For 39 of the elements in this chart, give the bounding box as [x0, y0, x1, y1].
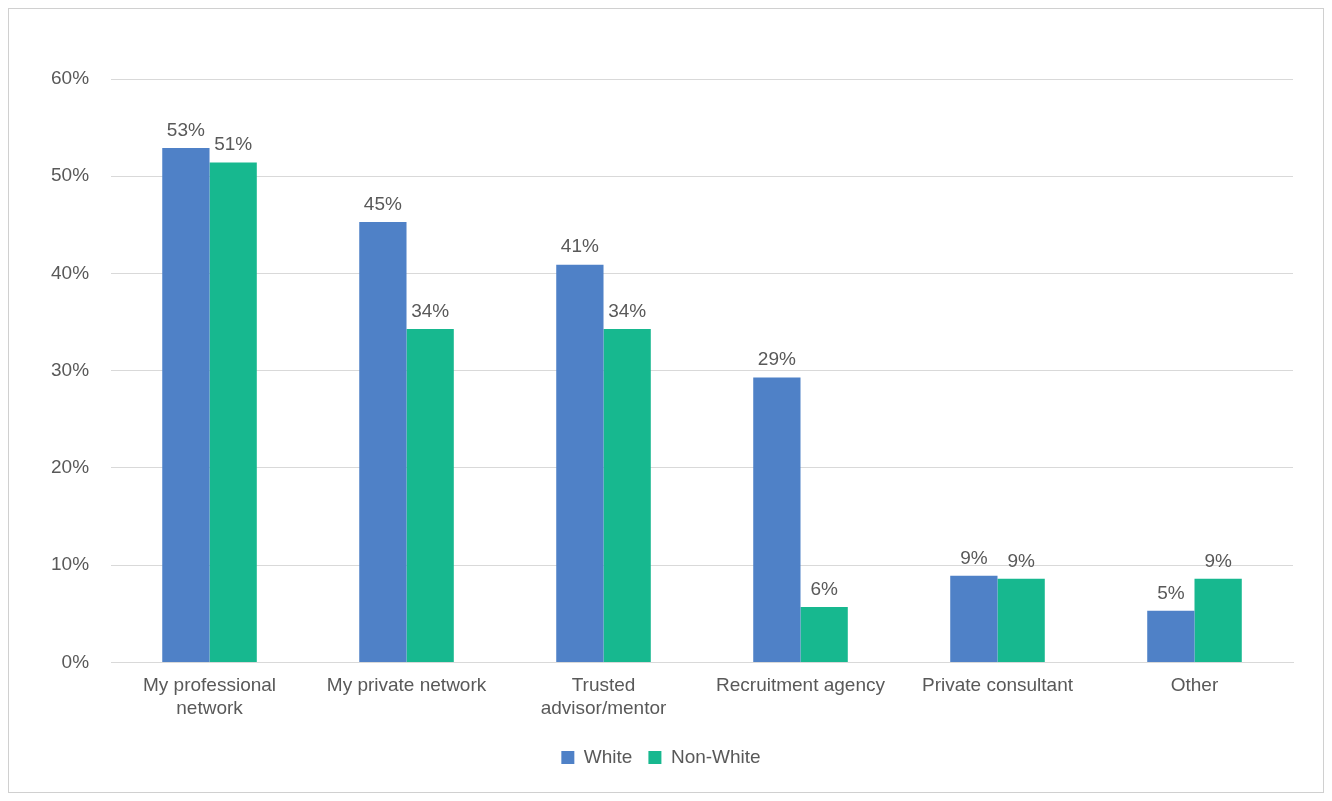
y-tick-label: 10%: [51, 553, 90, 575]
bar: [209, 162, 257, 662]
bar: [603, 328, 651, 662]
y-tick-label: 50%: [51, 164, 90, 186]
data-label: 9%: [960, 546, 988, 568]
data-label: 51%: [214, 133, 253, 155]
data-label: 45%: [363, 192, 402, 214]
x-tick-label: Recruitment agency: [716, 674, 886, 696]
x-tick-label: Other: [1170, 674, 1219, 696]
y-tick-label: 20%: [51, 456, 90, 478]
x-tick-label: Trusted advisor/mentor: [540, 674, 668, 718]
x-tick-label: My professional network: [142, 674, 277, 718]
data-label: 34%: [411, 299, 450, 321]
bar: [406, 328, 454, 662]
data-label: 53%: [166, 118, 205, 140]
x-tick-label: Private consultant: [921, 674, 1074, 696]
bar: [162, 148, 210, 662]
x-tick-label: My private network: [326, 674, 487, 696]
bar: [1194, 578, 1242, 662]
data-label: 9%: [1007, 549, 1035, 571]
bar: [556, 264, 604, 662]
y-tick-label: 60%: [51, 67, 90, 89]
data-label: 5%: [1157, 581, 1185, 603]
legend-label: White: [583, 745, 633, 767]
data-label: 6%: [810, 577, 838, 599]
bar: [753, 377, 801, 662]
bar: [950, 575, 998, 662]
bar: [997, 578, 1045, 662]
data-label: 29%: [757, 348, 796, 370]
bar: [800, 606, 848, 662]
y-tick-label: 0%: [61, 650, 90, 672]
bar: [359, 221, 407, 662]
y-tick-label: 40%: [51, 261, 90, 283]
legend-label: Non-White: [670, 745, 761, 767]
data-label: 41%: [560, 235, 599, 257]
bar: [1147, 610, 1195, 662]
data-label: 9%: [1204, 549, 1232, 571]
data-label: 34%: [608, 299, 647, 321]
y-tick-label: 30%: [51, 358, 90, 380]
